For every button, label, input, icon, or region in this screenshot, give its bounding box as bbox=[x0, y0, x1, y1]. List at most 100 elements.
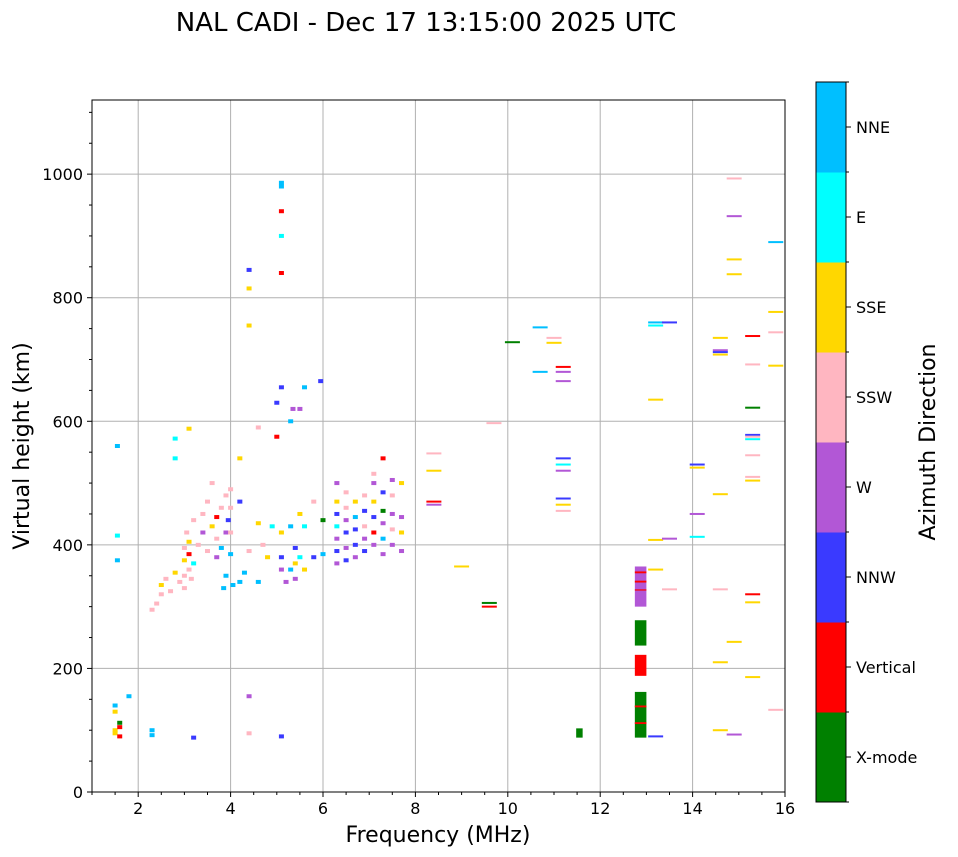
echo-point bbox=[149, 607, 155, 612]
colorbar-category-label: SSE bbox=[856, 298, 886, 317]
echo-point bbox=[114, 558, 120, 563]
echo-point bbox=[214, 515, 220, 520]
echo-point bbox=[389, 511, 395, 516]
echo-point bbox=[172, 456, 178, 461]
echo-point bbox=[283, 579, 289, 584]
echo-point bbox=[181, 586, 187, 591]
echo-point bbox=[662, 321, 677, 324]
echo-point bbox=[221, 586, 227, 591]
echo-point bbox=[532, 326, 548, 329]
colorbar-segment bbox=[816, 172, 846, 263]
echo-point bbox=[343, 505, 349, 510]
echo-point bbox=[177, 579, 183, 584]
echo-point bbox=[689, 463, 705, 466]
echo-point bbox=[255, 579, 261, 584]
colorbar-segment bbox=[816, 262, 846, 353]
echo-block bbox=[634, 589, 647, 591]
echo-point bbox=[260, 542, 266, 547]
echo-point bbox=[278, 385, 284, 390]
echo-point bbox=[648, 538, 664, 541]
echo-point bbox=[195, 542, 201, 547]
echo-point bbox=[302, 524, 308, 529]
echo-point bbox=[712, 661, 728, 664]
echo-point bbox=[648, 568, 664, 571]
echo-point bbox=[200, 511, 206, 516]
echo-point bbox=[181, 573, 187, 578]
echo-point bbox=[223, 573, 229, 578]
echo-point bbox=[546, 336, 562, 339]
colorbar-category-label: W bbox=[856, 478, 872, 497]
x-tick-label: 6 bbox=[318, 799, 328, 818]
echo-point bbox=[278, 271, 284, 275]
echo-point bbox=[205, 499, 210, 504]
echo-point bbox=[426, 452, 442, 455]
echo-point bbox=[172, 570, 178, 575]
echo-point bbox=[712, 336, 728, 339]
echo-point bbox=[188, 576, 194, 581]
echo-point bbox=[343, 545, 349, 550]
echo-point bbox=[371, 481, 377, 486]
echo-point bbox=[214, 536, 220, 541]
colorbar-segment bbox=[816, 712, 846, 803]
echo-point bbox=[712, 493, 728, 496]
echo-point bbox=[399, 530, 405, 535]
colorbar-segment bbox=[816, 352, 846, 443]
colorbar-segment bbox=[816, 442, 846, 533]
echo-point bbox=[274, 434, 280, 439]
echo-point bbox=[504, 341, 520, 344]
echo-block bbox=[634, 722, 647, 725]
echo-point bbox=[362, 493, 368, 498]
echo-point bbox=[288, 419, 294, 424]
echo-point bbox=[278, 530, 284, 535]
plot-area: 2 4 6 8 10 12 14 16 0 200 400 600 800 1000 bbox=[42, 99, 795, 818]
echo-point bbox=[745, 676, 761, 679]
echo-point bbox=[265, 555, 271, 560]
echo-point bbox=[311, 555, 317, 560]
echo-point bbox=[320, 552, 326, 557]
echo-point bbox=[302, 385, 308, 390]
echo-point bbox=[154, 601, 160, 606]
echo-point bbox=[191, 561, 197, 566]
echo-point bbox=[689, 535, 705, 538]
echo-point bbox=[689, 466, 705, 469]
echo-point bbox=[745, 363, 761, 366]
echo-point bbox=[278, 209, 284, 214]
echo-block bbox=[634, 580, 647, 583]
echo-point bbox=[320, 518, 326, 523]
echo-point bbox=[112, 709, 118, 714]
echo-point bbox=[274, 400, 280, 405]
echo-point bbox=[380, 552, 386, 557]
echo-point bbox=[343, 558, 349, 563]
echo-point bbox=[149, 728, 155, 733]
colorbar: X-mode Vertical NNW W SSW SSE E NNE bbox=[815, 81, 917, 803]
echo-point bbox=[292, 545, 298, 550]
x-tick-label: 10 bbox=[498, 799, 518, 818]
echo-point bbox=[454, 565, 470, 568]
echo-point bbox=[181, 545, 187, 550]
echo-point bbox=[745, 406, 761, 409]
echo-point bbox=[302, 567, 308, 572]
echo-point bbox=[172, 436, 178, 441]
echo-point bbox=[662, 588, 677, 591]
echo-block bbox=[576, 728, 583, 738]
echo-point bbox=[209, 524, 215, 529]
echo-block bbox=[634, 620, 647, 646]
echo-point bbox=[745, 435, 761, 438]
echo-point bbox=[555, 457, 571, 460]
echo-point bbox=[712, 349, 728, 352]
echo-point bbox=[768, 241, 784, 244]
echo-point bbox=[209, 481, 215, 486]
echo-point bbox=[555, 497, 571, 500]
plot-background bbox=[92, 100, 785, 792]
echo-point bbox=[334, 549, 340, 554]
echo-point bbox=[269, 524, 275, 529]
echo-point bbox=[114, 444, 120, 448]
echo-point bbox=[362, 536, 368, 541]
echo-point bbox=[555, 365, 571, 368]
echo-point bbox=[292, 561, 298, 566]
echo-point bbox=[186, 539, 192, 544]
colorbar-segment bbox=[816, 82, 846, 173]
echo-point bbox=[117, 720, 123, 725]
echo-point bbox=[334, 524, 340, 529]
echo-point bbox=[334, 536, 340, 541]
